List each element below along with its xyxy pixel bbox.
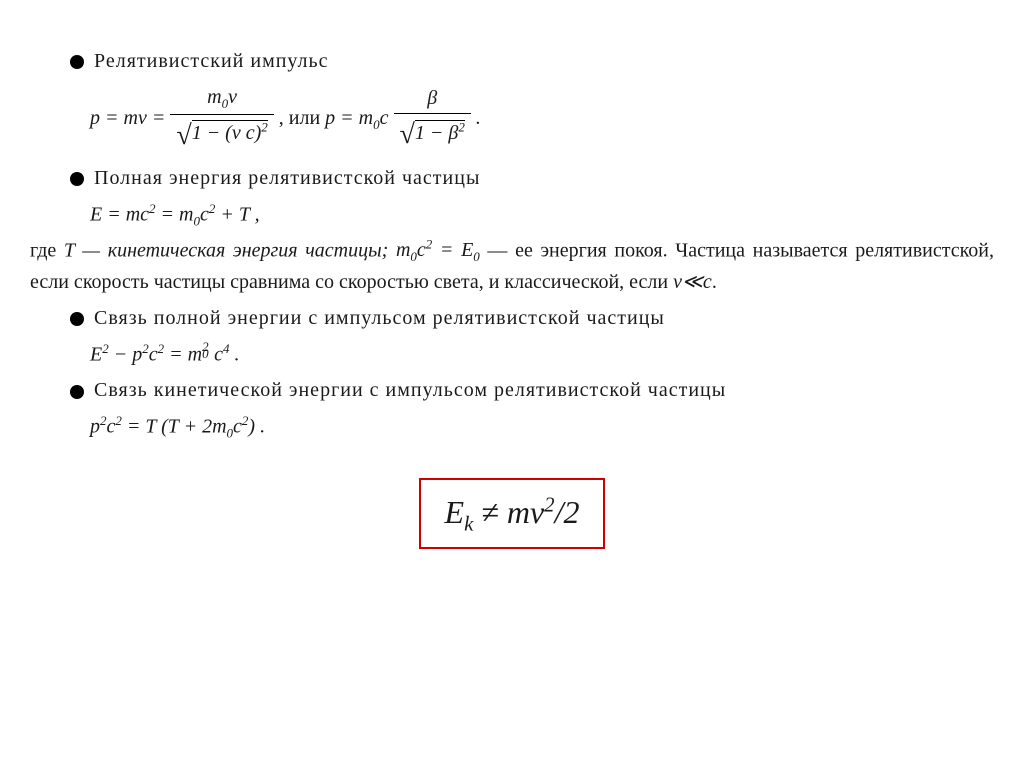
eq-d: c [233,416,242,438]
heading-momentum: Релятивистский импульс [70,46,994,76]
eq-d-bot: 0 [202,344,209,364]
eq-part: c [380,107,389,129]
bullet-icon [70,55,84,69]
fraction-2: β √1 − β2 [394,83,471,156]
box-b-exp: 2 [544,493,554,516]
eq-d: = m [164,343,202,365]
num-text: m [207,86,221,108]
sqrt-icon: √ [176,120,191,151]
eq-b: − p [109,343,143,365]
eq: = E [432,239,473,261]
eq-b: = m [156,203,194,225]
equation-energy: E = mc2 = m0c2 + T , [90,199,994,231]
bullet-icon [70,172,84,186]
eq-a: E = mc [90,203,149,225]
den-exp: 2 [458,119,465,134]
box-c: /2 [555,494,580,530]
dot: . [712,271,717,293]
box-a: E [445,494,465,530]
eq-c: = T (T + 2m [122,416,227,438]
eq-e: ) . [248,416,265,438]
den-exp: 2 [261,120,268,135]
title-text: Связь кинетической энергии с импульсом р… [94,379,726,401]
bullet-icon [70,312,84,326]
t-text: T — кинетическая энергия частицы; [64,239,396,261]
eq-a: p [90,416,100,438]
eq-c: c [200,203,209,225]
title-text: Связь полной энергии с импульсом релятив… [94,307,665,329]
box-a-sub: k [464,512,473,535]
box-b: ≠ mv [473,494,544,530]
eq-a: E [90,343,102,365]
den-a: 1 − β [415,122,458,144]
cond: v≪c [673,271,712,293]
heading-relation-tp: Связь кинетической энергии с импульсом р… [70,375,994,405]
title-text: Релятивистский импульс [94,50,329,72]
equation-momentum: p = mv = m0v √1 − (v c)2 , или p = m0c β… [90,82,994,157]
num-tail: v [228,86,237,108]
sqrt-icon: √ [400,119,415,150]
eq-part: p = m [325,107,373,129]
paragraph-explain: где T — кинетическая энергия частицы; m0… [30,235,994,297]
boxed-equation-wrap: Ek ≠ mv2/2 [30,448,994,550]
equation-ep-relation: E2 − p2c2 = m20c4 . [90,339,994,370]
eq-e: c [214,343,223,365]
eq-part: p = mv = [90,107,170,129]
c: c [417,239,426,261]
eq-c: c [149,343,158,365]
eq-tail: . [476,107,481,129]
boxed-equation: Ek ≠ mv2/2 [419,478,606,550]
fraction-1: m0v √1 − (v c)2 [170,82,273,157]
title-text: Полная энергия релятивистской частицы [94,167,480,189]
heading-relation-ep: Связь полной энергии с импульсом релятив… [70,303,994,333]
eq-f: . [229,343,239,365]
eq-d: + T , [215,203,259,225]
eq-mid: , или [279,107,325,129]
where-label: где [30,239,64,261]
bullet-icon [70,385,84,399]
den-b: c) [246,122,262,144]
den-a: 1 − (v [192,122,241,144]
equation-tp-relation: p2c2 = T (T + 2m0c2) . [90,411,994,443]
m0-a: m [396,239,410,261]
heading-energy: Полная энергия релятивистской частицы [70,163,994,193]
num-text: β [427,87,437,109]
